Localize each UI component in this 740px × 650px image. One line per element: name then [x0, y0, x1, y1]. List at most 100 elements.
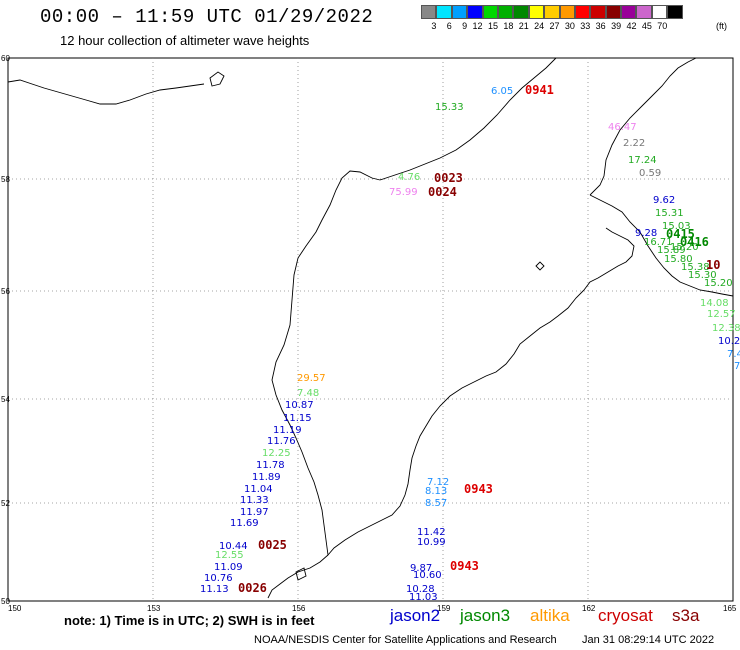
wave-height-label: 11.42 — [417, 527, 446, 538]
wave-height-label: 15.30 — [688, 270, 717, 281]
wave-height-label: 6.05 — [491, 86, 513, 97]
coastlines — [7, 57, 734, 599]
wave-height-label: 11.76 — [267, 436, 296, 447]
legend-swatch — [651, 5, 668, 19]
legend-swatch — [636, 5, 652, 19]
lat-tick-label: 58 — [1, 175, 10, 184]
wave-height-label: 15.03 — [662, 221, 691, 232]
pass-time-label: 0943 — [464, 482, 493, 496]
wave-height-label: 15.20 — [704, 278, 733, 289]
wave-height-label: 7.12 — [427, 477, 449, 488]
legend-label: 18 — [503, 21, 514, 31]
wave-height-label: 10.28 — [406, 584, 435, 595]
legend-swatch — [605, 5, 622, 19]
legend-swatch — [467, 5, 483, 19]
wave-height-label: 9.28 — [635, 228, 657, 239]
satellite-legend-item: altika — [530, 606, 570, 625]
axis-labels: 150 153 156 159 162 165 60 58 56 54 52 50 — [1, 54, 737, 613]
wave-height-label: 11.03 — [409, 592, 438, 603]
legend-label: 70 — [657, 21, 668, 31]
lon-tick-label: 159 — [437, 604, 451, 613]
pass-time-label: 10 — [706, 258, 720, 272]
legend-label: 30 — [564, 21, 575, 31]
wave-height-label: 11.97 — [240, 507, 269, 518]
legend-label: 21 — [518, 21, 529, 31]
coastline-magadan-west — [271, 170, 585, 557]
wave-height-label: 9.62 — [653, 195, 675, 206]
wave-height-label: 15.33 — [435, 102, 464, 113]
map-subtitle: 12 hour collection of altimeter wave hei… — [60, 33, 310, 48]
coastline-penzhina — [583, 227, 635, 291]
pass-time-label: 0023 — [434, 171, 463, 185]
lat-tick-label: 60 — [1, 54, 10, 63]
wave-height-label: 15.38 — [681, 262, 710, 273]
wave-height-label: 7.4 — [727, 349, 740, 360]
wave-height-label: 11.33 — [240, 495, 269, 506]
wave-height-label: 12.25 — [262, 448, 291, 459]
lon-tick-label: 153 — [147, 604, 161, 613]
legend-label: 6 — [446, 21, 452, 31]
legend-label: 24 — [534, 21, 545, 31]
wave-height-label: 10.60 — [413, 570, 442, 581]
wave-height-label: 46.47 — [608, 122, 637, 133]
lat-tick-label: 50 — [1, 597, 10, 606]
wave-height-label: 15.20 — [670, 242, 699, 253]
wave-height-label: 10.2 — [718, 336, 740, 347]
legend-label: 39 — [611, 21, 622, 31]
wave-height-label: 17.24 — [628, 155, 657, 166]
wave-height-label: 11.13 — [200, 584, 229, 595]
wave-height-label: 11.15 — [283, 413, 312, 424]
island-small-a — [209, 71, 225, 87]
wave-height-label: 75.99 — [389, 187, 418, 198]
wave-height-label: 10.87 — [285, 400, 314, 411]
pass-time-label: 0025 — [258, 538, 287, 552]
island-small-c — [295, 567, 307, 581]
legend-label: 27 — [549, 21, 560, 31]
map-grid — [8, 58, 733, 601]
color-legend-labels: 3 6 9 12 15 18 21 24 27 30 33 36 39 42 45 70 — [421, 21, 667, 31]
wave-height-label: 11.69 — [230, 518, 259, 529]
credit-line: NOAA/NESDIS Center for Satellite Applica… — [254, 634, 557, 646]
pass-time-label: 0941 — [525, 83, 554, 97]
wave-height-label: 12.38 — [712, 323, 740, 334]
wave-height-label: 7 — [734, 361, 740, 372]
legend-swatch — [497, 5, 514, 19]
wave-height-label: 16.71 — [644, 237, 673, 248]
wave-height-label: 15.80 — [664, 254, 693, 265]
legend-swatch — [513, 5, 529, 19]
lat-tick-label: 52 — [1, 499, 10, 508]
color-legend — [421, 5, 683, 19]
satellite-legend-item: cryosat — [598, 606, 653, 625]
footer-note: note: 1) Time is in UTC; 2) SWH is in fe… — [64, 613, 315, 628]
legend-swatch — [451, 5, 468, 19]
lon-tick-label: 162 — [582, 604, 596, 613]
color-legend-unit: (ft) — [716, 21, 727, 31]
pass-time-label: 0024 — [428, 185, 457, 199]
wave-height-label: 29.57 — [297, 373, 326, 384]
wave-height-label: 11.04 — [244, 484, 273, 495]
lon-tick-label: 156 — [292, 604, 306, 613]
wave-height-label: 10.99 — [417, 537, 446, 548]
legend-label: 9 — [462, 21, 468, 31]
wave-height-label: 11.89 — [252, 472, 281, 483]
wave-height-label: 11.19 — [273, 425, 302, 436]
legend-swatch — [544, 5, 560, 19]
legend-swatch — [590, 5, 606, 19]
pass-time-label: 0026 — [238, 581, 267, 595]
satellite-legend-item: jason3 — [460, 606, 511, 625]
wave-height-label: 10.44 — [219, 541, 248, 552]
legend-swatch — [436, 5, 452, 19]
coastline-north-okhotsk — [379, 57, 557, 181]
legend-swatch — [421, 5, 437, 19]
legend-label: 3 — [431, 21, 437, 31]
satellite-legend-item: s3a — [672, 606, 700, 625]
legend-label: 15 — [487, 21, 498, 31]
wave-height-label: 12.57 — [707, 309, 736, 320]
wave-height-label: 15.31 — [655, 208, 684, 219]
legend-label: 45 — [641, 21, 652, 31]
map-title: 00:00 – 11:59 UTC 01/29/2022 — [40, 6, 374, 28]
lat-tick-label: 56 — [1, 287, 10, 296]
wave-height-label: 14.08 — [700, 298, 729, 309]
